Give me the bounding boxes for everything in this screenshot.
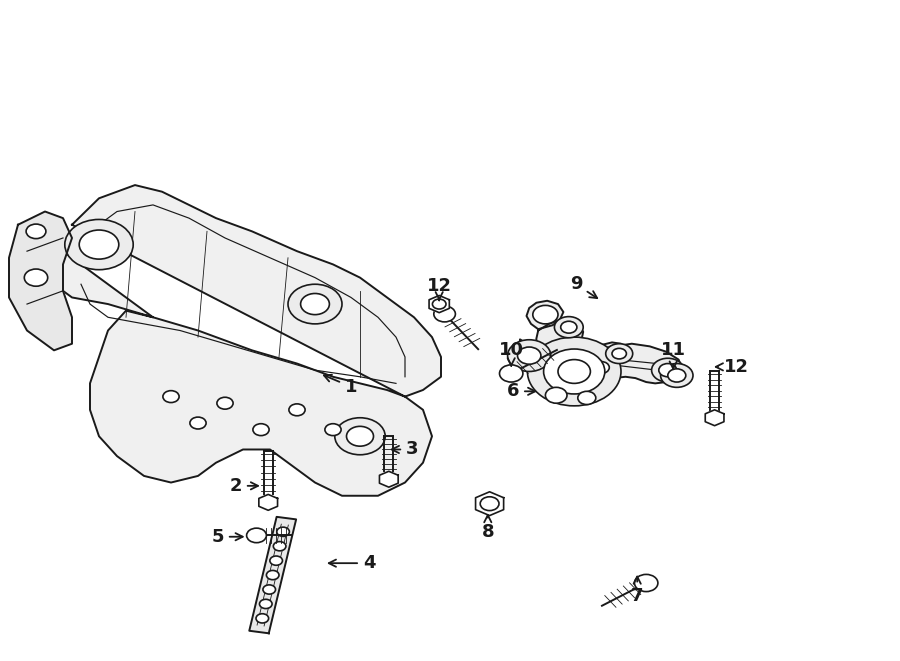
Circle shape [270, 556, 283, 565]
Circle shape [561, 321, 577, 333]
Circle shape [24, 269, 48, 286]
Circle shape [432, 299, 446, 309]
Circle shape [288, 284, 342, 324]
Circle shape [277, 527, 290, 537]
Polygon shape [706, 410, 724, 426]
Circle shape [593, 362, 609, 373]
Polygon shape [380, 471, 398, 487]
Polygon shape [526, 301, 563, 329]
Polygon shape [9, 212, 72, 350]
Circle shape [668, 369, 686, 382]
Polygon shape [475, 492, 504, 516]
Text: 4: 4 [328, 554, 375, 572]
Circle shape [558, 360, 590, 383]
Circle shape [659, 364, 677, 377]
Polygon shape [429, 295, 449, 313]
Text: 7: 7 [631, 576, 644, 605]
Text: 3: 3 [392, 440, 418, 459]
Circle shape [79, 230, 119, 259]
Polygon shape [520, 340, 682, 383]
Circle shape [266, 570, 279, 580]
Circle shape [190, 417, 206, 429]
Text: 8: 8 [482, 515, 494, 541]
Circle shape [606, 344, 633, 364]
Circle shape [346, 426, 374, 446]
Circle shape [325, 424, 341, 436]
Text: 2: 2 [230, 477, 258, 495]
Circle shape [527, 337, 621, 406]
Circle shape [253, 424, 269, 436]
Circle shape [263, 585, 275, 594]
Circle shape [578, 391, 596, 405]
Polygon shape [259, 494, 277, 510]
Circle shape [545, 387, 567, 403]
Text: 1: 1 [324, 375, 357, 396]
Text: 12: 12 [427, 276, 452, 300]
Circle shape [500, 365, 523, 382]
Circle shape [533, 305, 558, 324]
Circle shape [256, 613, 268, 623]
Circle shape [65, 219, 133, 270]
Circle shape [481, 497, 499, 510]
Circle shape [163, 391, 179, 403]
Circle shape [26, 224, 46, 239]
Circle shape [554, 317, 583, 338]
Circle shape [274, 541, 286, 551]
Text: 6: 6 [507, 382, 536, 401]
Circle shape [247, 528, 266, 543]
Circle shape [652, 358, 684, 382]
Circle shape [335, 418, 385, 455]
Circle shape [544, 349, 605, 394]
Circle shape [518, 347, 541, 364]
Circle shape [661, 364, 693, 387]
Text: 9: 9 [570, 275, 598, 298]
Circle shape [612, 348, 626, 359]
Circle shape [634, 574, 658, 592]
Polygon shape [536, 321, 628, 400]
Text: 10: 10 [499, 341, 524, 366]
Circle shape [301, 293, 329, 315]
Polygon shape [45, 185, 441, 496]
Polygon shape [249, 517, 296, 633]
Text: 11: 11 [661, 341, 686, 369]
Circle shape [508, 340, 551, 371]
Circle shape [434, 306, 455, 322]
Text: 12: 12 [716, 358, 749, 376]
Circle shape [217, 397, 233, 409]
Circle shape [289, 404, 305, 416]
Text: 5: 5 [212, 527, 243, 546]
Circle shape [259, 600, 272, 609]
